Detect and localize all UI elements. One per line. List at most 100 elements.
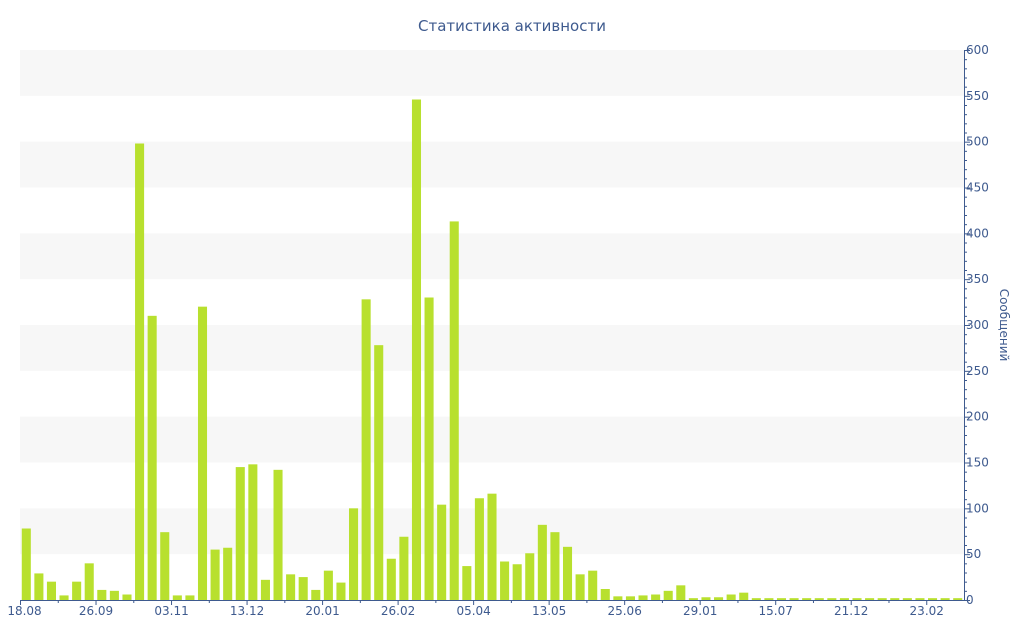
y-tick-label: 500	[966, 135, 989, 149]
bar[interactable]	[437, 504, 447, 600]
bar[interactable]	[336, 582, 346, 600]
bar[interactable]	[500, 561, 510, 601]
x-tick-label: 20.01	[305, 604, 339, 618]
bar[interactable]	[512, 564, 522, 600]
bar[interactable]	[449, 221, 459, 600]
bar[interactable]	[386, 558, 396, 600]
bar[interactable]	[537, 524, 547, 600]
bar[interactable]	[424, 297, 434, 601]
bar[interactable]	[701, 597, 711, 600]
bar[interactable]	[525, 553, 535, 600]
bar[interactable]	[147, 315, 157, 600]
grid-band	[20, 233, 964, 280]
x-tick-label: 05.04	[456, 604, 490, 618]
x-tick-label: 21.12	[834, 604, 868, 618]
bar[interactable]	[751, 598, 761, 600]
bar[interactable]	[374, 345, 384, 600]
y-tick-label: 300	[966, 318, 989, 332]
x-tick-label: 23.02	[910, 604, 944, 618]
bar[interactable]	[349, 508, 359, 600]
y-tick-label: 600	[966, 43, 989, 57]
bar[interactable]	[399, 536, 409, 600]
grid-band	[20, 325, 964, 371]
bar[interactable]	[562, 546, 573, 600]
bar[interactable]	[638, 595, 648, 600]
bar[interactable]	[839, 598, 849, 600]
bar[interactable]	[676, 585, 686, 600]
y-axis-ticks: 0 50 100 150 200 250 300 350 400 450 500 550 600	[964, 43, 989, 607]
bar[interactable]	[298, 577, 308, 600]
y-tick-label: 150	[966, 456, 989, 470]
bar[interactable]	[210, 549, 220, 600]
bar[interactable]	[928, 598, 938, 600]
bar[interactable]	[877, 598, 887, 600]
x-tick-label: 13.12	[230, 604, 264, 618]
bar[interactable]	[940, 598, 950, 600]
bar[interactable]	[84, 563, 94, 600]
y-tick-label: 250	[966, 364, 989, 378]
bar[interactable]	[474, 498, 484, 600]
bar[interactable]	[59, 595, 69, 600]
bar[interactable]	[613, 596, 623, 600]
bar[interactable]	[185, 595, 195, 600]
bar[interactable]	[739, 592, 749, 600]
grid-bands	[20, 50, 964, 555]
bar[interactable]	[865, 598, 875, 600]
bar[interactable]	[663, 590, 673, 600]
x-tick-label: 29.01	[683, 604, 717, 618]
bar[interactable]	[411, 99, 422, 601]
bar[interactable]	[575, 574, 585, 600]
bar[interactable]	[323, 570, 333, 600]
bar[interactable]	[776, 598, 787, 600]
bar[interactable]	[550, 532, 560, 600]
bar[interactable]	[764, 598, 774, 600]
bar[interactable]	[625, 596, 635, 600]
bar[interactable]	[286, 574, 296, 600]
bar[interactable]	[852, 598, 862, 600]
x-tick-label: 25.06	[607, 604, 641, 618]
bar[interactable]	[714, 597, 724, 600]
bar[interactable]	[915, 598, 925, 600]
grid-band	[20, 50, 964, 96]
bar[interactable]	[902, 598, 912, 600]
bar[interactable]	[651, 594, 661, 601]
bar[interactable]	[46, 581, 56, 600]
bar[interactable]	[789, 598, 799, 600]
bar[interactable]	[109, 590, 119, 600]
y-tick-label: 200	[966, 410, 989, 424]
bar[interactable]	[311, 589, 321, 600]
bar[interactable]	[688, 598, 698, 600]
bar[interactable]	[827, 598, 837, 600]
x-tick-label: 26.09	[79, 604, 113, 618]
y-tick-label: 350	[966, 272, 989, 286]
bar[interactable]	[235, 467, 245, 600]
y-tick-label: 0	[966, 593, 974, 607]
bar[interactable]	[223, 547, 233, 600]
x-tick-label: 13.05	[532, 604, 566, 618]
bar[interactable]	[160, 532, 170, 600]
bar[interactable]	[487, 493, 497, 600]
bar[interactable]	[462, 566, 472, 600]
bar[interactable]	[600, 589, 610, 600]
x-tick-label: 03.11	[154, 604, 188, 618]
bar[interactable]	[97, 589, 107, 600]
y-tick-label: 50	[966, 547, 981, 561]
bar[interactable]	[588, 570, 598, 600]
bar[interactable]	[814, 598, 824, 600]
bar[interactable]	[361, 299, 371, 600]
bar[interactable]	[21, 528, 31, 601]
bar[interactable]	[197, 306, 208, 600]
bar[interactable]	[34, 573, 44, 600]
grid-band	[20, 416, 964, 463]
bar[interactable]	[172, 595, 182, 600]
bar[interactable]	[260, 579, 270, 600]
bar[interactable]	[72, 581, 82, 600]
bar[interactable]	[726, 594, 736, 601]
bar[interactable]	[802, 598, 812, 600]
bar[interactable]	[890, 598, 900, 600]
bar[interactable]	[122, 594, 132, 601]
bar[interactable]	[953, 598, 963, 600]
bar[interactable]	[273, 469, 283, 600]
bar[interactable]	[248, 464, 258, 600]
bar[interactable]	[135, 143, 145, 601]
